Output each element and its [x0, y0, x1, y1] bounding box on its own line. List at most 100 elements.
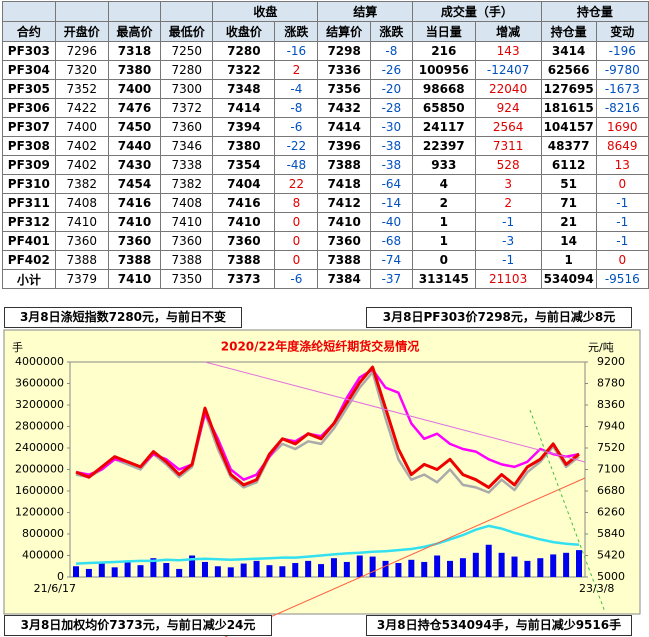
header-cell	[2, 1, 56, 22]
bar	[176, 568, 183, 577]
bar	[356, 555, 363, 577]
table-cell: -74	[369, 250, 414, 270]
bar	[150, 558, 157, 577]
bar	[382, 560, 389, 577]
table-cell: 98668	[412, 79, 476, 99]
column-header: 增减	[474, 21, 542, 42]
table-cell: 21	[540, 212, 597, 232]
table-cell: 0	[595, 174, 649, 194]
column-header: 最高价	[107, 21, 162, 42]
bar	[163, 563, 170, 577]
table-cell: 7360	[212, 231, 276, 251]
bar	[434, 555, 441, 577]
column-header: 当日量	[412, 21, 476, 42]
table-cell: 7410	[212, 212, 276, 232]
bar	[227, 567, 234, 577]
table-cell: 7318	[107, 41, 162, 61]
table-row: PF303 7296 7318 7250 7280 -16 7298 -8 216 143 3414…	[2, 41, 649, 61]
table-cell: 7400	[54, 117, 109, 137]
table-cell: 7410	[317, 212, 371, 232]
table-cell: 2564	[474, 117, 542, 137]
table-cell: 7416	[107, 193, 162, 213]
bar	[330, 558, 337, 577]
trend-line	[224, 477, 586, 637]
table-cell: 7380	[212, 136, 276, 156]
table-row: PF312 7410 7410 7410 7410 0 7410 -40 1 -1 21 -1	[2, 212, 649, 232]
table-cell: 7396	[317, 136, 371, 156]
table-cell: 7380	[107, 60, 162, 80]
y2-tick-label: 7100	[597, 463, 625, 476]
table-cell: -9780	[595, 60, 649, 80]
bar	[524, 560, 531, 577]
x-tick-label: 23/3/8	[579, 582, 614, 595]
table-cell: 7410	[107, 269, 162, 289]
bar	[73, 566, 79, 577]
table-cell: PF303	[2, 41, 56, 61]
table-cell: PF308	[2, 136, 56, 156]
y2-tick-label: 5840	[597, 527, 625, 540]
y2-tick-label: 5420	[597, 549, 625, 562]
bar	[550, 554, 557, 577]
table-cell: 7348	[212, 79, 276, 99]
column-header: 涨跌	[274, 21, 319, 42]
table-cell: -8216	[595, 98, 649, 118]
column-header: 涨跌	[369, 21, 414, 42]
table-cell: 7346	[160, 136, 214, 156]
table-cell: 小计	[2, 269, 56, 289]
y-axis-label: 手	[12, 340, 23, 354]
note: 3月8日涤短指数7280元，与前日不变	[4, 307, 242, 328]
line-series	[75, 365, 580, 489]
bar	[240, 563, 247, 577]
table-row: PF304 7320 7380 7280 7322 2 7336 -26 100956 -1240…	[2, 60, 649, 80]
y-tick-label: 3600000	[15, 377, 64, 390]
table-row: PF306 7422 7476 7372 7414 -8 7432 -28 65850 924 18…	[2, 98, 649, 118]
x-tick-label: 21/6/17	[34, 582, 76, 595]
table-cell: -48	[274, 155, 319, 175]
marks	[73, 365, 582, 577]
note: 3月8日PF303价7298元，与前日减少8元	[366, 307, 632, 328]
table-cell: 7322	[212, 60, 276, 80]
bar	[447, 560, 454, 577]
table-cell: 7440	[107, 136, 162, 156]
table-cell: 7300	[160, 79, 214, 99]
table-cell: 216	[412, 41, 476, 61]
bar	[201, 561, 208, 577]
table-cell: -12407	[474, 60, 542, 80]
table-cell: 7311	[474, 136, 542, 156]
table-cell: 7372	[160, 98, 214, 118]
header-group: 成交量（手）	[412, 1, 542, 22]
table-cell: 7298	[317, 41, 371, 61]
header-cell	[107, 1, 162, 22]
table-cell: -64	[369, 174, 414, 194]
header-row: 合约 开盘价 最高价 最低价 收盘价 涨跌 结算价 涨跌 当日量 增减 持仓量 变动	[2, 21, 649, 42]
table-cell: 6112	[540, 155, 597, 175]
column-header: 开盘价	[54, 21, 109, 42]
bar	[318, 564, 325, 577]
column-header: 持仓量	[540, 21, 597, 42]
column-header: 结算价	[317, 21, 371, 42]
table-cell: 7430	[107, 155, 162, 175]
table-cell: PF311	[2, 193, 56, 213]
table-cell: 7414	[317, 117, 371, 137]
note: 3月8日加权均价7373元，与前日减少24元	[4, 615, 272, 636]
table-cell: 7454	[107, 174, 162, 194]
table-cell: -1	[595, 231, 649, 251]
column-header: 合约	[2, 21, 56, 42]
bar	[85, 568, 92, 577]
bar	[214, 566, 221, 577]
table-row: PF307 7400 7450 7360 7394 -6 7414 -30 24117 2564 1…	[2, 117, 649, 137]
table-cell: 104157	[540, 117, 597, 137]
table-row: PF310 7382 7454 7382 7404 22 7418 -64 4 3 51 0	[2, 174, 649, 194]
line-series	[75, 524, 580, 565]
y2-tick-label: 8780	[597, 377, 625, 390]
table-cell: -37	[369, 269, 414, 289]
table-row: PF402 7388 7388 7388 7388 0 7388 -74 0 -1 1 0	[2, 250, 649, 270]
bar	[369, 556, 376, 577]
bar	[253, 560, 260, 577]
bar	[511, 556, 518, 577]
y-tick-label: 800000	[22, 527, 64, 540]
table-cell: 24117	[412, 117, 476, 137]
y2-tick-label: 6680	[597, 484, 625, 497]
y-tick-label: 400000	[22, 549, 64, 562]
table-row: 小计 7379 7410 7350 7373 -6 7384 -37 313145 21103 53…	[2, 269, 649, 289]
